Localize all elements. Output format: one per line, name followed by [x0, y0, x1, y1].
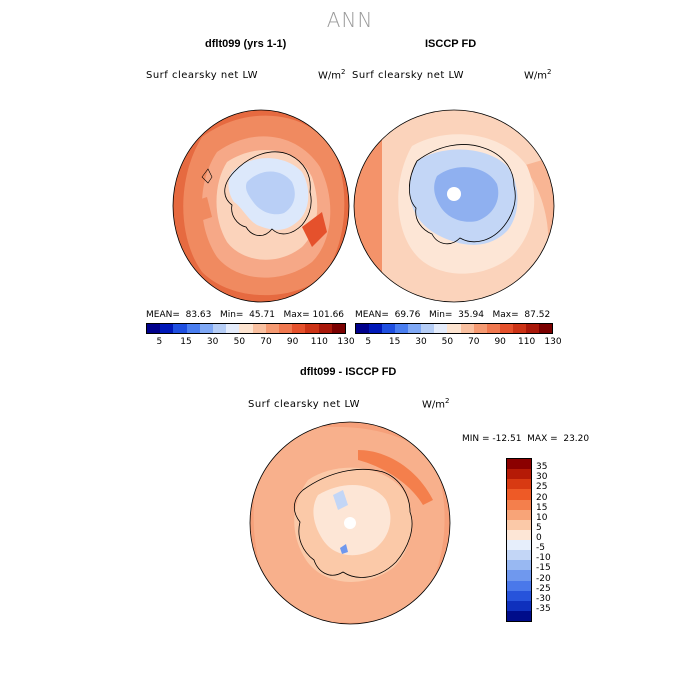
colorbar-label: -35	[536, 603, 551, 614]
panel3-colorbar-labels: 35 30 25 20 15 10 5 0 -5 -10 -15 -20 -25 -30 -35	[536, 458, 576, 620]
panel3-colorbar	[506, 458, 532, 622]
colorbar-cell	[239, 324, 253, 333]
colorbar-label: 30	[536, 472, 548, 483]
colorbar-label: 5	[156, 337, 163, 347]
colorbar-label: 130	[337, 337, 355, 347]
colorbar-cell	[199, 324, 214, 333]
panel2-polar-map	[353, 109, 555, 303]
colorbar-cell	[507, 519, 531, 530]
colorbar-label: 50	[233, 337, 246, 347]
colorbar-label: 15	[536, 502, 548, 513]
colorbar-label: 50	[441, 337, 454, 347]
panel3-units: W/m2	[422, 397, 450, 411]
colorbar-cell	[507, 590, 531, 601]
panel1-colorbar	[146, 323, 346, 334]
colorbar-cell	[447, 324, 461, 333]
colorbar-cell	[507, 580, 531, 591]
colorbar-label: 0	[536, 533, 542, 543]
colorbar-cell	[186, 324, 200, 333]
colorbar-label: 90	[494, 337, 506, 347]
panel1-polar-map	[172, 109, 350, 303]
colorbar-label: 5	[365, 337, 372, 347]
colorbar-label: 70	[260, 337, 272, 347]
colorbar-cell	[499, 324, 513, 333]
figure-title: ANN	[326, 8, 374, 32]
colorbar-label: 30	[415, 337, 427, 347]
colorbar-cell	[507, 600, 531, 611]
panel3-variable-label: Surf clearsky net LW	[248, 399, 361, 410]
colorbar-label: 15	[180, 337, 192, 347]
colorbar-cell	[356, 324, 370, 333]
colorbar-cell	[173, 324, 187, 333]
colorbar-cell	[507, 560, 531, 571]
colorbar-label: 35	[536, 462, 548, 473]
colorbar-cell	[408, 324, 422, 333]
panel1-units: W/m2	[318, 68, 346, 82]
colorbar-label: -10	[536, 553, 551, 564]
colorbar-cell	[369, 324, 383, 333]
panel2-title: ISCCP FD	[425, 38, 477, 50]
colorbar-label: 30	[206, 337, 219, 347]
colorbar-cell	[507, 469, 531, 480]
colorbar-cell	[460, 324, 474, 333]
colorbar-label: -30	[536, 593, 551, 604]
colorbar-cell	[382, 324, 396, 333]
colorbar-label: 25	[536, 482, 548, 493]
colorbar-cell	[507, 550, 531, 561]
panel3-polar-map	[249, 421, 451, 625]
colorbar-cell	[507, 499, 531, 510]
colorbar-label: -25	[536, 583, 551, 594]
colorbar-cell	[318, 324, 332, 333]
panel2-variable-label: Surf clearsky net LW	[352, 70, 465, 81]
colorbar-cell	[486, 324, 500, 333]
colorbar-label: -5	[536, 543, 545, 554]
colorbar-cell	[252, 324, 266, 333]
colorbar-label: 20	[536, 492, 548, 503]
colorbar-label: -15	[536, 563, 551, 574]
colorbar-cell	[507, 570, 531, 581]
colorbar-cell	[147, 324, 161, 333]
panel2-colorbar-labels: 5 15 30 50 70 90 110 130	[355, 337, 561, 349]
colorbar-cell	[421, 324, 435, 333]
panel1-stats: MEAN= 83.63 Min= 45.71 Max= 101.66	[146, 310, 345, 320]
colorbar-cell	[279, 324, 293, 333]
colorbar-cell	[507, 540, 531, 551]
panel2-units: W/m2	[524, 68, 552, 82]
colorbar-cell	[538, 324, 552, 333]
panel1-title: dflt099 (yrs 1-1)	[205, 38, 287, 50]
colorbar-label: 90	[286, 337, 299, 347]
colorbar-cell	[507, 529, 531, 540]
colorbar-cell	[265, 324, 280, 333]
colorbar-cell	[226, 324, 240, 333]
panel3-title: dflt099 - ISCCP FD	[300, 366, 397, 378]
colorbar-cell	[473, 324, 487, 333]
panel1-colorbar-labels: 5 15 30 50 70 90 110 130	[146, 337, 354, 349]
colorbar-cell	[507, 479, 531, 490]
colorbar-cell	[525, 324, 539, 333]
colorbar-cell	[507, 489, 531, 500]
colorbar-cell	[292, 324, 306, 333]
colorbar-cell	[331, 324, 346, 333]
colorbar-cell	[507, 610, 531, 621]
colorbar-cell	[507, 459, 531, 470]
colorbar-label: -20	[536, 573, 551, 584]
colorbar-cell	[160, 324, 174, 333]
colorbar-cell	[305, 324, 319, 333]
colorbar-cell	[395, 324, 409, 333]
colorbar-cell	[213, 324, 227, 333]
colorbar-cell	[434, 324, 448, 333]
colorbar-label: 5	[536, 522, 542, 533]
panel2-stats: MEAN= 69.76 Min= 35.94 Max= 87.52	[355, 310, 551, 320]
panel1-variable-label: Surf clearsky net LW	[146, 70, 259, 81]
colorbar-cell	[507, 509, 531, 520]
panel3-stats: MIN = -12.51 MAX = 23.20	[462, 434, 590, 444]
colorbar-label: 130	[544, 337, 562, 347]
colorbar-label: 70	[468, 337, 480, 347]
colorbar-label: 110	[310, 337, 328, 347]
colorbar-label: 110	[518, 337, 536, 347]
colorbar-cell	[512, 324, 526, 333]
colorbar-label: 10	[536, 512, 548, 523]
colorbar-label: 15	[388, 337, 401, 347]
panel2-colorbar	[355, 323, 553, 334]
